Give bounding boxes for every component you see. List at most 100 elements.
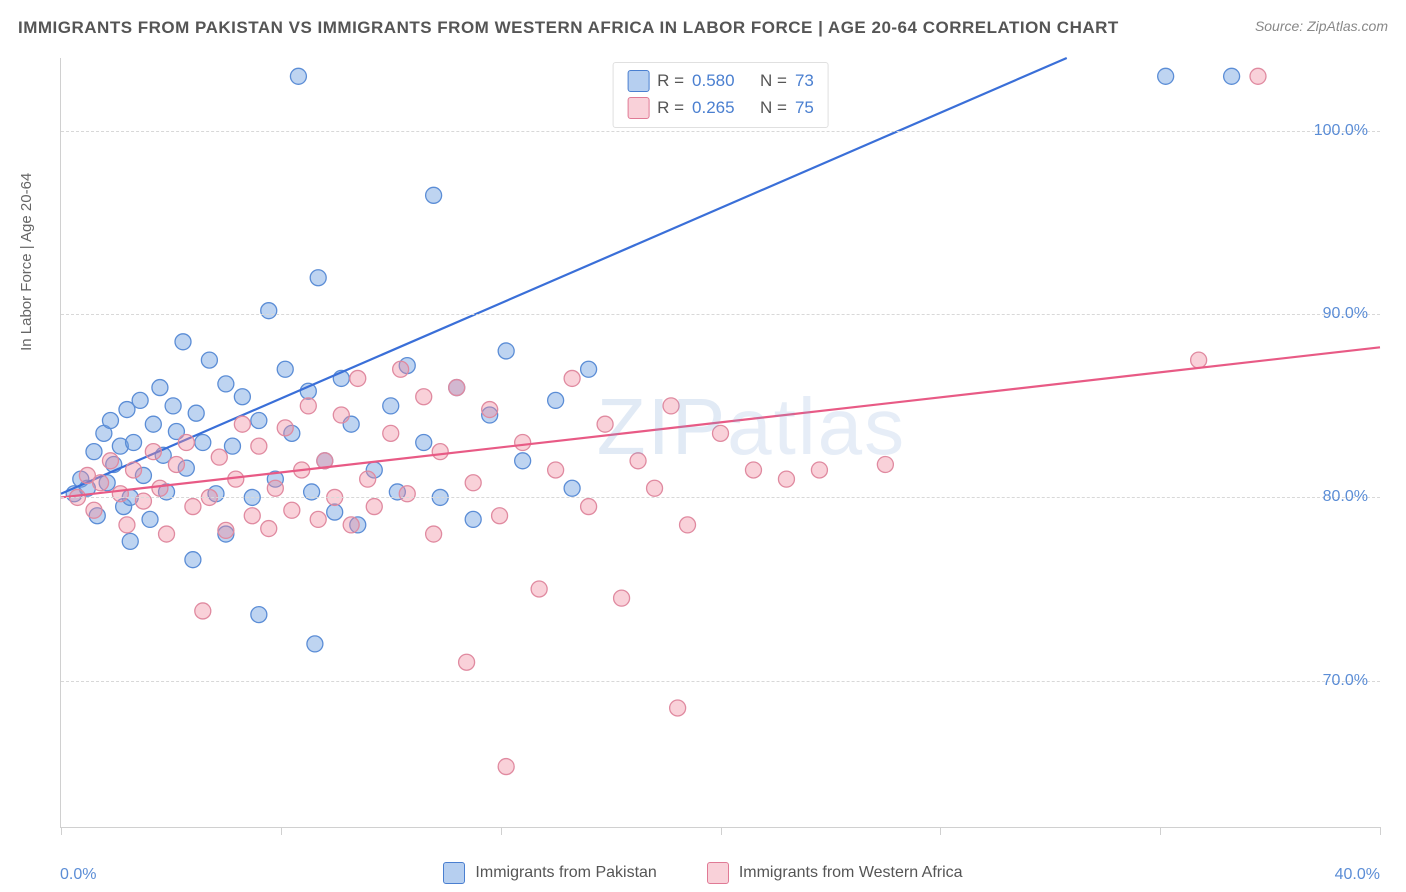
data-point <box>630 453 646 469</box>
data-point <box>416 389 432 405</box>
legend-row-pakistan: R = 0.580 N = 73 <box>627 67 814 94</box>
data-point <box>350 370 366 386</box>
data-point <box>234 416 250 432</box>
gridline-h <box>61 131 1380 132</box>
series-legend: Immigrants from Pakistan Immigrants from… <box>0 862 1406 884</box>
swatch-icon <box>627 97 649 119</box>
data-point <box>597 416 613 432</box>
data-point <box>234 389 250 405</box>
data-point <box>152 480 168 496</box>
data-point <box>195 603 211 619</box>
data-point <box>102 413 118 429</box>
data-point <box>383 398 399 414</box>
data-point <box>432 444 448 460</box>
gridline-h <box>61 314 1380 315</box>
y-axis-title: In Labor Force | Age 20-64 <box>18 173 35 351</box>
data-point <box>459 654 475 670</box>
x-tick <box>721 827 722 835</box>
y-tick-label: 70.0% <box>1323 672 1368 690</box>
y-tick-label: 100.0% <box>1314 122 1368 140</box>
data-point <box>663 398 679 414</box>
data-point <box>333 407 349 423</box>
data-point <box>670 700 686 716</box>
data-point <box>218 522 234 538</box>
data-point <box>581 361 597 377</box>
legend-item-western-africa: Immigrants from Western Africa <box>707 862 963 884</box>
data-point <box>492 508 508 524</box>
data-point <box>1158 68 1174 84</box>
data-point <box>185 552 201 568</box>
data-point <box>126 462 142 478</box>
data-point <box>614 590 630 606</box>
trend-line <box>61 58 1067 494</box>
data-point <box>1250 68 1266 84</box>
data-point <box>426 526 442 542</box>
data-point <box>498 343 514 359</box>
data-point <box>178 435 194 451</box>
data-point <box>300 398 316 414</box>
data-point <box>811 462 827 478</box>
data-point <box>224 438 240 454</box>
data-point <box>211 449 227 465</box>
data-point <box>564 370 580 386</box>
data-point <box>745 462 761 478</box>
data-point <box>1224 68 1240 84</box>
data-point <box>307 636 323 652</box>
data-point <box>251 413 267 429</box>
data-point <box>465 475 481 491</box>
data-point <box>261 303 277 319</box>
x-tick <box>1160 827 1161 835</box>
data-point <box>383 425 399 441</box>
data-point <box>449 380 465 396</box>
data-point <box>93 475 109 491</box>
data-point <box>465 511 481 527</box>
data-point <box>122 533 138 549</box>
data-point <box>877 456 893 472</box>
data-point <box>102 453 118 469</box>
data-point <box>548 462 564 478</box>
data-point <box>327 504 343 520</box>
data-point <box>251 607 267 623</box>
data-point <box>1191 352 1207 368</box>
data-point <box>135 493 151 509</box>
x-tick <box>61 827 62 835</box>
data-point <box>195 435 211 451</box>
data-point <box>267 480 283 496</box>
x-tick <box>940 827 941 835</box>
data-point <box>531 581 547 597</box>
swatch-icon <box>627 70 649 92</box>
data-point <box>152 380 168 396</box>
data-point <box>284 502 300 518</box>
data-point <box>515 435 531 451</box>
scatter-plot-svg <box>61 58 1380 827</box>
data-point <box>86 502 102 518</box>
data-point <box>142 511 158 527</box>
data-point <box>185 499 201 515</box>
data-point <box>188 405 204 421</box>
data-point <box>86 444 102 460</box>
data-point <box>201 352 217 368</box>
legend-item-pakistan: Immigrants from Pakistan <box>443 862 656 884</box>
data-point <box>680 517 696 533</box>
data-point <box>145 416 161 432</box>
data-point <box>393 361 409 377</box>
data-point <box>416 435 432 451</box>
correlation-legend: R = 0.580 N = 73 R = 0.265 N = 75 <box>612 62 829 128</box>
data-point <box>277 420 293 436</box>
data-point <box>119 517 135 533</box>
data-point <box>218 376 234 392</box>
data-point <box>277 361 293 377</box>
data-point <box>548 392 564 408</box>
y-tick-label: 80.0% <box>1323 488 1368 506</box>
data-point <box>343 517 359 533</box>
data-point <box>778 471 794 487</box>
data-point <box>482 402 498 418</box>
x-tick <box>501 827 502 835</box>
data-point <box>175 334 191 350</box>
data-point <box>515 453 531 469</box>
x-tick <box>281 827 282 835</box>
data-point <box>426 187 442 203</box>
data-point <box>399 486 415 502</box>
data-point <box>290 68 306 84</box>
data-point <box>564 480 580 496</box>
